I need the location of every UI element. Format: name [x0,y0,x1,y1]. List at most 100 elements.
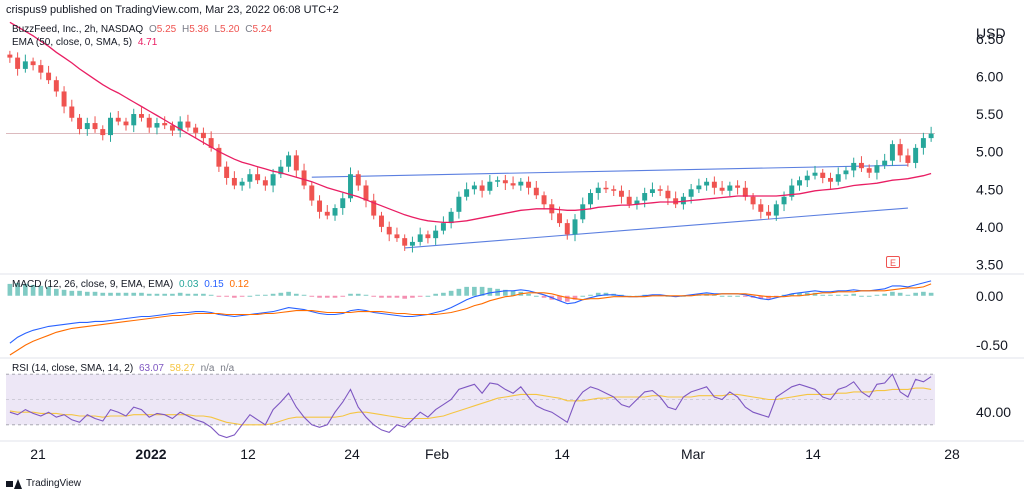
macd-histogram-bar [201,293,206,296]
candle-body [464,189,470,197]
macd-histogram-bar [239,295,245,297]
macd-histogram-bar [263,294,268,296]
macd-histogram-bar [309,295,315,297]
macd-histogram-bar [402,295,408,299]
candle-body [611,189,617,191]
ohlc-high: 5.36 [189,24,209,35]
macd-histogram-bar [433,293,438,296]
macd-histogram-bar [479,286,485,296]
time-tick-label: 24 [344,446,360,462]
time-tick-label: 21 [30,446,46,462]
candle-body [378,215,384,227]
candle-body [146,117,152,128]
macd-histogram-bar [185,293,191,296]
macd-histogram-bar [743,295,748,297]
candle-body [649,189,655,194]
candle-body [657,189,663,191]
macd-histogram-bar [557,295,562,301]
candle-body [843,170,849,175]
price-tick-label: 6.00 [976,68,1003,84]
candle-body [69,106,75,118]
candle-body [169,125,175,131]
candle-body [448,211,454,224]
ohlc-close-label: C [245,24,253,35]
macd-histogram-bar [851,293,857,296]
candle-body [920,138,926,148]
macd-histogram-bar [208,294,214,296]
candle-body [131,114,137,126]
macd-histogram-bar [882,293,888,296]
ema-legend: EMA (50, close, 0, SMA, 5) 4.71 [12,37,160,48]
macd-histogram-bar [866,295,872,297]
macd-histogram-bar [572,295,578,300]
candle-body [123,121,129,126]
macd-histogram-bar [115,292,121,296]
macd-hist-value: 0.03 [178,279,199,290]
macd-histogram-bar [890,291,895,296]
macd-histogram-bar [53,288,59,296]
price-tick-label: 6.50 [976,31,1003,47]
tradingview-logo-icon [6,478,22,489]
candle-body [797,180,802,186]
candle-body [812,172,818,176]
candle-body [394,234,400,239]
macd-histogram-bar [46,286,51,296]
macd-histogram-bar [301,294,307,296]
rsi-label: RSI (14, close, SMA, 14, 2) [12,363,134,374]
candle-body [216,147,222,167]
candle-body [479,185,485,191]
macd-histogram-bar [913,292,918,296]
macd-histogram-bar [564,295,570,302]
candle-body [789,185,795,197]
macd-histogram-bar [216,295,222,297]
macd-label: MACD (12, 26, close, 9, EMA, EMA) [12,279,174,290]
price-legend: BuzzFeed, Inc., 2h, NASDAQ O5.25 H5.36 L… [12,24,275,35]
candle-body [46,72,52,81]
macd-histogram-bar [510,290,516,296]
candle-body [735,185,741,188]
macd-histogram-bar [61,289,67,296]
candle-body [781,196,787,205]
macd-histogram-bar [921,291,926,296]
candle-body [255,174,261,181]
candle-body [115,117,121,122]
macd-histogram-bar [928,292,934,296]
macd-histogram-bar [897,292,903,296]
candle-body [38,65,44,73]
candle-body [162,123,168,126]
candle-body [889,144,895,161]
candle-body [471,185,477,190]
candle-body [510,183,516,186]
candle-body [185,121,191,128]
candle-body [371,200,377,216]
macd-histogram-bar [828,294,833,296]
candle-body [348,174,353,199]
candle-body [332,208,338,216]
macd-histogram-bar [735,295,740,297]
candle-body [487,181,493,191]
macd-histogram-bar [441,292,446,296]
footer-brand: TradingView [6,478,81,489]
candle-body [804,175,810,181]
candle-body [262,180,268,186]
candle-body [77,117,83,130]
macd-histogram-bar [108,292,113,296]
time-tick-label: 2022 [135,446,166,462]
earnings-badge[interactable]: E [886,256,900,268]
macd-histogram-bar [425,295,431,297]
candle-body [309,185,315,201]
candle-body [665,190,671,199]
candle-body [433,230,439,239]
rsi-tick-label: 40.00 [976,404,1011,420]
candle-body [154,123,160,128]
macd-tick-label: -0.50 [976,337,1008,353]
macd-line [9,280,932,344]
macd-histogram-bar [177,292,183,296]
time-tick-label: Mar [681,446,705,462]
macd-histogram-bar [84,291,90,296]
macd-histogram-bar [100,292,106,296]
candle-body [53,80,59,92]
candle-body [835,174,841,182]
candle-body [440,223,446,231]
